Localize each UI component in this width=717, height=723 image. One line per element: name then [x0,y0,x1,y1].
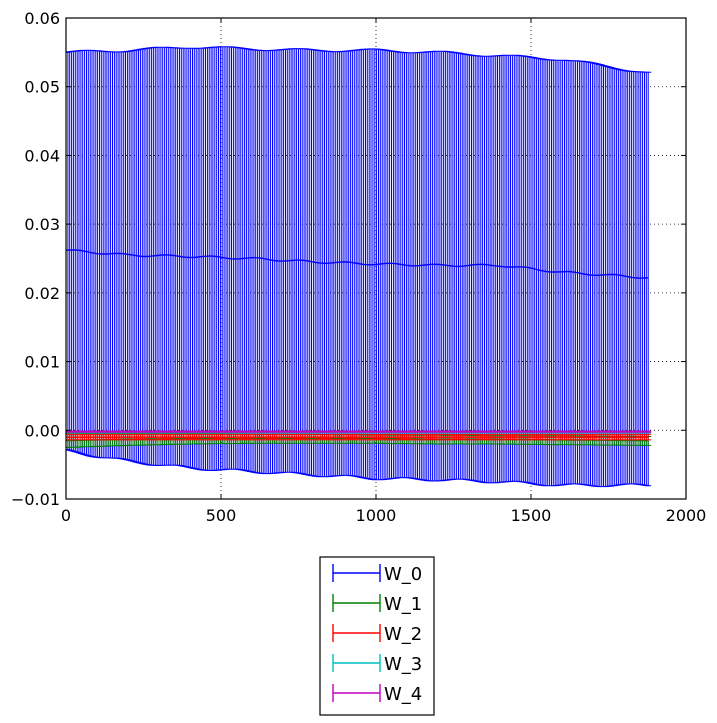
legend-entry: W_3 [332,654,422,675]
legend-label: W_1 [384,594,422,615]
y-tick-label: 0.00 [24,421,60,440]
y-tick-label: 0.06 [24,9,60,28]
y-tick-label: 0.04 [24,146,60,165]
legend-label: W_2 [384,624,422,645]
legend-box [319,556,435,716]
y-tick-label: −0.01 [11,490,60,509]
series-layer [66,46,652,488]
series-W_4 [66,430,652,433]
series-line [66,249,649,279]
x-tick-label: 1500 [511,506,552,525]
legend-entry: W_4 [332,684,422,705]
x-tick-label: 2000 [666,506,707,525]
series-W_2 [66,433,652,441]
x-tick-label: 500 [206,506,237,525]
legend-label: W_0 [384,564,422,585]
errorbar-caps [66,46,652,488]
legend-entry: W_2 [332,624,422,645]
x-tick-label: 1000 [356,506,397,525]
y-tick-label: 0.05 [24,78,60,97]
legend-entry: W_1 [332,594,422,615]
series-W_0 [66,46,652,488]
legend: W_0 W_1 W_2 W_3 W_4 [319,556,435,716]
legend-label: W_3 [384,654,422,675]
y-tick-label: 0.03 [24,215,60,234]
errorbar-caps [66,433,652,441]
x-tick-label: 0 [61,506,71,525]
y-tick-label: 0.01 [24,353,60,372]
errorbar-lines [66,46,649,487]
y-tick-label: 0.02 [24,284,60,303]
axis-ticks: 0 500 1000 1500 2000 −0.01 0.00 0.01 0.02 0.03 0.0… [11,9,706,525]
legend-entry: W_0 [332,564,422,585]
legend-label: W_4 [384,684,422,705]
